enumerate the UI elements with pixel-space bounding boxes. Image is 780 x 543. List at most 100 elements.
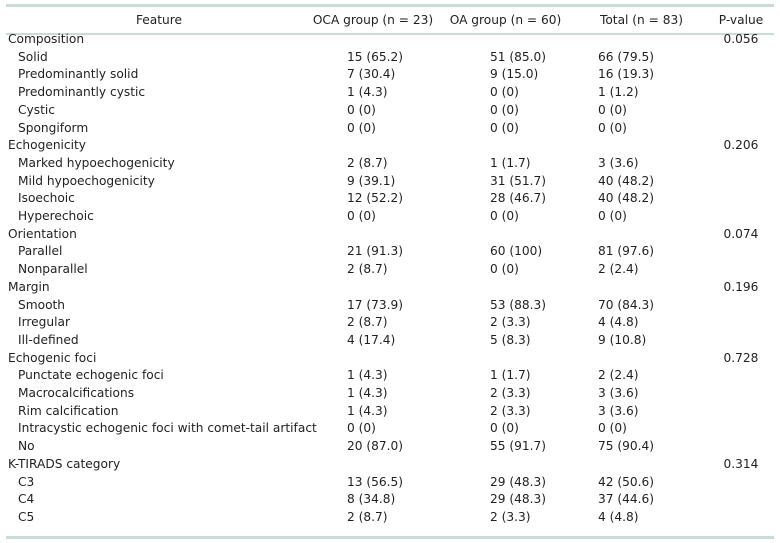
row-label: Nonparallel bbox=[18, 262, 88, 277]
cell-p-value bbox=[708, 190, 774, 208]
cell-total: 70 (84.3) bbox=[598, 297, 655, 312]
cell-oca: 2 (8.7) bbox=[347, 315, 388, 330]
table-row: Margin 0.196 bbox=[8, 279, 774, 297]
cell-oca bbox=[310, 350, 436, 368]
cell-total: 42 (50.6) bbox=[598, 474, 655, 489]
cell-total: 40 (48.2) bbox=[598, 191, 655, 206]
cell-p-value: 0.728 bbox=[723, 350, 759, 365]
cell-oca bbox=[310, 226, 436, 244]
cell-p-value bbox=[708, 297, 774, 315]
cell-oca: 1 (4.3) bbox=[347, 368, 388, 383]
table-row: Echogenicity 0.206 bbox=[8, 137, 774, 155]
cell-oca bbox=[310, 279, 436, 297]
cell-p-value bbox=[708, 261, 774, 279]
cell-oa: 5 (8.3) bbox=[490, 332, 531, 347]
table-row: Marked hypoechogenicity 2 (8.7) 1 (1.7) 3 (… bbox=[8, 155, 774, 173]
cell-total: 0 (0) bbox=[598, 102, 627, 117]
cell-oca: 9 (39.1) bbox=[347, 173, 396, 188]
cell-oca: 1 (4.3) bbox=[347, 403, 388, 418]
cell-oca bbox=[310, 31, 436, 49]
table-row: Irregular 2 (8.7) 2 (3.3) 4 (4.8) bbox=[8, 314, 774, 332]
cell-oa: 55 (91.7) bbox=[490, 439, 547, 454]
cell-oca: 0 (0) bbox=[347, 209, 376, 224]
cell-p-value bbox=[708, 385, 774, 403]
cell-total: 75 (90.4) bbox=[598, 439, 655, 454]
cell-p-value bbox=[708, 420, 774, 438]
row-label: Punctate echogenic foci bbox=[18, 368, 164, 383]
header-p-value: P-value bbox=[718, 13, 764, 27]
row-label: C3 bbox=[18, 474, 35, 489]
table-row: Isoechoic 12 (52.2) 28 (46.7) 40 (48.2) bbox=[8, 190, 774, 208]
cell-oca: 0 (0) bbox=[347, 102, 376, 117]
cell-oa: 9 (15.0) bbox=[490, 67, 539, 82]
cell-oa: 31 (51.7) bbox=[490, 173, 547, 188]
cell-p-value: 0.056 bbox=[723, 32, 759, 46]
table-row: Rim calcification 1 (4.3) 2 (3.3) 3 (3.6) bbox=[8, 403, 774, 421]
table-row: Cystic 0 (0) 0 (0) 0 (0) bbox=[8, 102, 774, 120]
cell-oa: 0 (0) bbox=[490, 102, 519, 117]
cell-oca: 7 (30.4) bbox=[347, 67, 396, 82]
cell-total: 40 (48.2) bbox=[598, 173, 655, 188]
table-row: Parallel 21 (91.3) 60 (100) 81 (97.6) bbox=[8, 243, 774, 261]
cell-oa bbox=[436, 31, 575, 49]
row-label: Smooth bbox=[18, 297, 66, 312]
row-label: Predominantly solid bbox=[18, 67, 139, 82]
cell-total: 3 (3.6) bbox=[598, 386, 639, 401]
cell-total bbox=[575, 31, 708, 49]
row-label: Mild hypoechogenicity bbox=[18, 173, 155, 188]
bottom-rule bbox=[6, 536, 774, 539]
table-body: Composition 0.056 Solid 15 (65.2) 51 (85.0) 6… bbox=[8, 31, 774, 527]
cell-oa: 0 (0) bbox=[490, 209, 519, 224]
table-row: Predominantly solid 7 (30.4) 9 (15.0) 16 (1… bbox=[8, 66, 774, 84]
cell-p-value bbox=[708, 403, 774, 421]
cell-oa bbox=[436, 456, 575, 474]
cell-oca: 17 (73.9) bbox=[347, 297, 404, 312]
cell-oa bbox=[436, 137, 575, 155]
cell-total: 4 (4.8) bbox=[598, 315, 639, 330]
cell-p-value bbox=[708, 49, 774, 67]
cell-p-value: 0.074 bbox=[723, 226, 759, 241]
cell-p-value bbox=[708, 332, 774, 350]
cell-p-value bbox=[708, 314, 774, 332]
cell-oa: 0 (0) bbox=[490, 421, 519, 436]
table-row: Composition 0.056 bbox=[8, 31, 774, 49]
cell-p-value bbox=[708, 474, 774, 492]
cell-total bbox=[575, 137, 708, 155]
cell-oca: 1 (4.3) bbox=[347, 85, 388, 100]
cell-oa: 0 (0) bbox=[490, 262, 519, 277]
table-row: No 20 (87.0) 55 (91.7) 75 (90.4) bbox=[8, 438, 774, 456]
group-label: Margin bbox=[8, 279, 50, 294]
cell-oa: 0 (0) bbox=[490, 120, 519, 135]
cell-p-value bbox=[708, 208, 774, 226]
cell-p-value: 0.196 bbox=[723, 279, 759, 294]
cell-p-value bbox=[708, 243, 774, 261]
cell-oa: 2 (3.3) bbox=[490, 403, 531, 418]
cell-oa: 29 (48.3) bbox=[490, 492, 547, 507]
cell-oca bbox=[310, 456, 436, 474]
header-oa: OA group (n = 60) bbox=[449, 13, 562, 27]
row-label: Macrocalcifications bbox=[18, 386, 135, 401]
cell-oa: 51 (85.0) bbox=[490, 49, 547, 64]
cell-p-value bbox=[708, 367, 774, 385]
row-label: Intracystic echogenic foci with comet-ta… bbox=[18, 421, 317, 436]
cell-p-value bbox=[708, 102, 774, 120]
cell-p-value: 0.206 bbox=[723, 138, 759, 153]
cell-p-value bbox=[708, 491, 774, 509]
cell-oa: 2 (3.3) bbox=[490, 315, 531, 330]
row-label: Solid bbox=[18, 49, 48, 64]
row-label: Marked hypoechogenicity bbox=[18, 155, 175, 170]
cell-p-value bbox=[708, 66, 774, 84]
table-row: Ill-defined 4 (17.4) 5 (8.3) 9 (10.8) bbox=[8, 332, 774, 350]
cell-oa: 1 (1.7) bbox=[490, 155, 531, 170]
table-row: C3 13 (56.5) 29 (48.3) 42 (50.6) bbox=[8, 474, 774, 492]
cell-oca: 21 (91.3) bbox=[347, 244, 404, 259]
cell-oca: 0 (0) bbox=[347, 421, 376, 436]
cell-oca: 20 (87.0) bbox=[347, 439, 404, 454]
group-label: Orientation bbox=[8, 226, 77, 241]
cell-oca bbox=[310, 137, 436, 155]
cell-p-value bbox=[708, 120, 774, 138]
cell-oca: 12 (52.2) bbox=[347, 191, 404, 206]
table-row: Solid 15 (65.2) 51 (85.0) 66 (79.5) bbox=[8, 49, 774, 67]
row-label: Cystic bbox=[18, 102, 55, 117]
cell-oa bbox=[436, 226, 575, 244]
